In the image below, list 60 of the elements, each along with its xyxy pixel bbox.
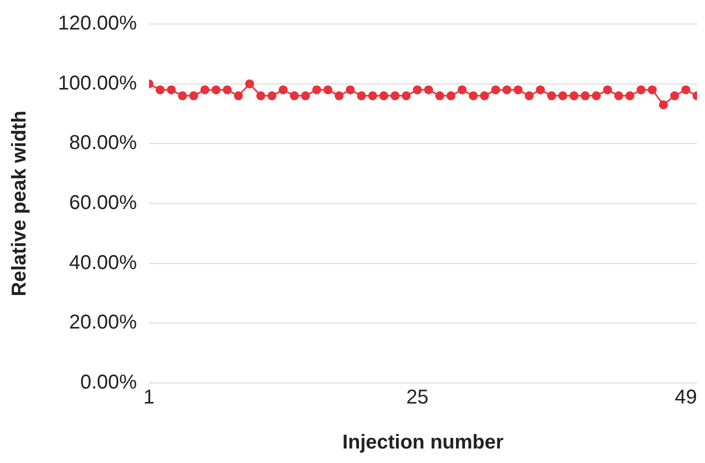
point <box>547 91 556 100</box>
point <box>156 85 165 94</box>
point <box>468 91 478 100</box>
point <box>625 91 634 100</box>
y-tick-label: 100.00% <box>58 72 138 94</box>
point <box>390 91 400 100</box>
point <box>435 91 444 100</box>
point <box>614 91 624 100</box>
point <box>412 85 422 94</box>
point <box>189 91 198 100</box>
point <box>569 91 578 100</box>
point <box>524 91 534 100</box>
point <box>458 85 467 94</box>
point <box>379 91 388 100</box>
point <box>636 85 646 94</box>
y-tick-label: 0.00% <box>80 372 138 394</box>
point <box>346 85 355 94</box>
point <box>301 91 310 100</box>
point <box>658 100 668 110</box>
point <box>514 85 523 94</box>
point <box>323 85 332 94</box>
point <box>670 91 680 100</box>
x-axis-title: Injection number <box>342 432 504 454</box>
point <box>648 85 657 94</box>
y-axis-title: Relative peak width <box>8 110 31 296</box>
point <box>356 91 366 100</box>
point <box>245 79 254 88</box>
point <box>234 91 243 100</box>
point <box>290 91 299 100</box>
point <box>558 91 568 100</box>
y-tick-label: 60.00% <box>69 192 138 214</box>
point <box>256 91 266 100</box>
point <box>592 91 601 100</box>
y-tick-label: 20.00% <box>69 312 138 334</box>
point <box>312 85 322 94</box>
point <box>424 85 434 94</box>
point <box>580 91 590 100</box>
point <box>334 91 344 100</box>
y-tick-label: 40.00% <box>69 252 138 274</box>
point <box>212 85 221 94</box>
point <box>166 85 176 94</box>
point <box>278 85 288 94</box>
point <box>480 91 489 100</box>
point <box>491 85 500 94</box>
point <box>536 85 545 94</box>
point <box>222 85 232 94</box>
point <box>368 91 378 100</box>
point <box>603 85 612 94</box>
point <box>200 85 210 94</box>
x-tick-label: 49 <box>674 386 697 409</box>
point <box>267 91 276 100</box>
x-tick-label: 25 <box>406 386 429 409</box>
point <box>178 91 188 100</box>
point <box>502 85 512 94</box>
point <box>681 85 690 94</box>
y-tick-label: 80.00% <box>69 132 138 154</box>
point <box>446 91 456 100</box>
y-tick-label: 120.00% <box>58 12 138 35</box>
x-tick-label: 1 <box>143 386 155 409</box>
point <box>402 91 411 100</box>
